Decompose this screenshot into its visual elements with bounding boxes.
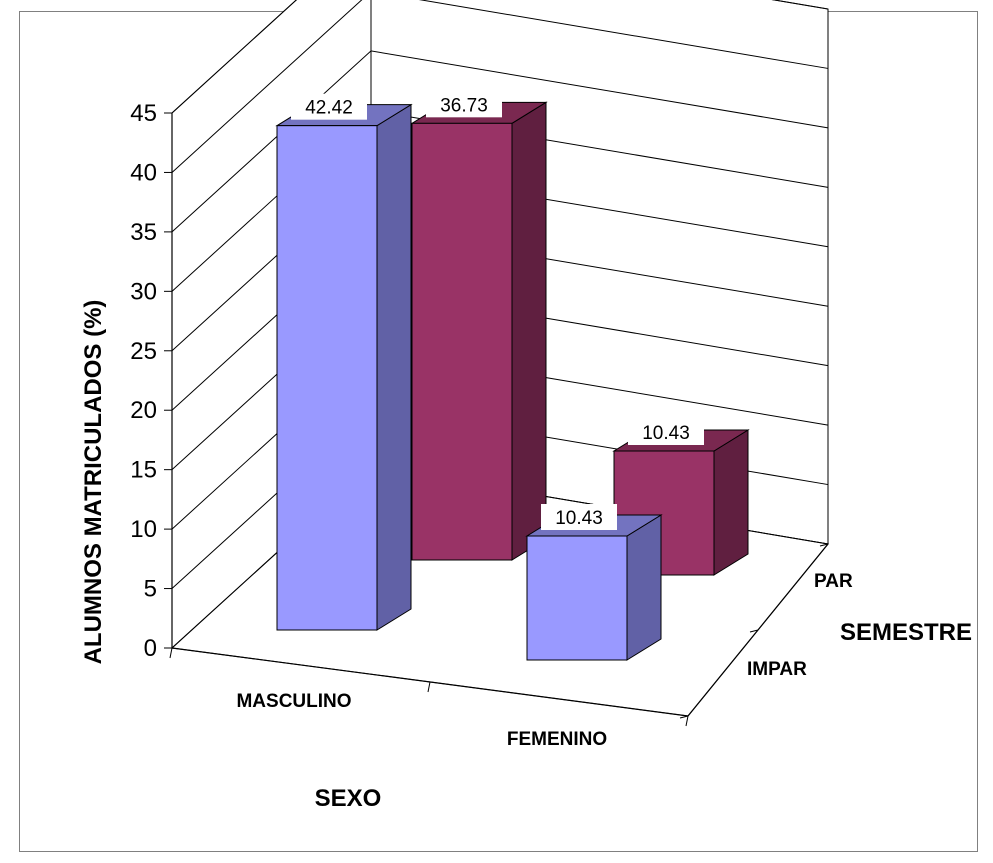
bar-impar-masculino — [275, 103, 413, 631]
gridline — [171, 0, 829, 114]
y-tick-label: 25 — [130, 338, 157, 365]
gridline — [171, 50, 829, 233]
data-label: 42.42 — [305, 98, 353, 119]
bar-side — [376, 103, 412, 631]
y-axis-title: ALUMNOS MATRICULADOS (%) — [80, 300, 107, 665]
bar-front — [411, 122, 513, 561]
y-tick-label: 10 — [130, 516, 157, 543]
y-tick-label: 5 — [144, 576, 157, 603]
data-label: 10.43 — [642, 423, 690, 444]
axes — [169, 113, 829, 727]
bar-front — [526, 535, 628, 661]
bars — [275, 101, 750, 661]
x-tick-mark — [427, 681, 431, 693]
z-tick-mark — [749, 629, 759, 633]
data-labels: 36.73 10.43 42.42 10.43 — [291, 91, 704, 530]
data-label-box — [291, 93, 367, 120]
z-tick-mark — [679, 715, 689, 719]
y-tick-label: 0 — [144, 635, 157, 662]
y-tick-label: 15 — [130, 457, 157, 484]
bar-side — [713, 429, 749, 576]
x-tick-label-masculino: MASCULINO — [236, 691, 351, 712]
data-label: 10.43 — [555, 508, 603, 529]
bar-side — [511, 101, 547, 561]
bar-front — [276, 125, 378, 631]
x-tick-mark — [685, 715, 689, 727]
x-tick-mark — [169, 647, 173, 659]
bar-par-masculino — [410, 101, 548, 561]
z-tick-mark — [819, 543, 829, 547]
y-tick-label: 35 — [130, 219, 157, 246]
z-axis-title: SEMESTRE — [840, 619, 972, 646]
y-tick-label: 30 — [130, 278, 157, 305]
y-tick-labels: 0 5 10 15 20 25 30 35 40 45 — [130, 100, 157, 662]
bar-impar-femenino — [525, 514, 663, 661]
x-axis-title: SEXO — [315, 785, 382, 812]
gridline — [171, 0, 829, 173]
z-tick-label-par: PAR — [814, 571, 853, 592]
bar-side — [626, 514, 662, 661]
y-tick-label: 40 — [130, 159, 157, 186]
z-tick-label-impar: IMPAR — [747, 659, 807, 680]
data-label-box — [628, 418, 704, 445]
x-tick-label-femenino: FEMENINO — [507, 729, 607, 750]
data-label-box — [426, 91, 502, 118]
y-tick-label: 45 — [130, 100, 157, 127]
data-label: 36.73 — [440, 95, 488, 116]
y-tick-label: 20 — [130, 397, 157, 424]
data-label-box — [541, 503, 617, 530]
